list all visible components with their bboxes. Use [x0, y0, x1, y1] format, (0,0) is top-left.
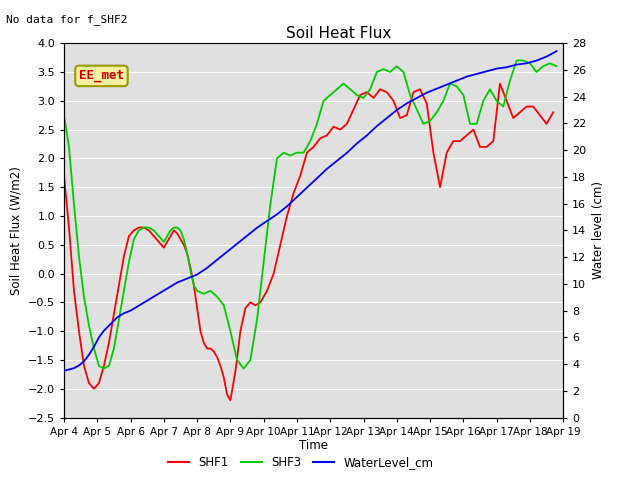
- WaterLevel_cm: [70, 365, 78, 371]
- SHF1: [543, 121, 550, 127]
- SHF3: [280, 150, 287, 156]
- WaterLevel_cm: [553, 48, 561, 54]
- SHF1: [115, 282, 123, 288]
- WaterLevel_cm: [147, 296, 154, 301]
- WaterLevel_cm: [393, 107, 401, 113]
- WaterLevel_cm: [60, 368, 68, 373]
- SHF1: [463, 132, 470, 138]
- SHF3: [135, 228, 143, 233]
- SHF1: [303, 150, 311, 156]
- Title: Soil Heat Flux: Soil Heat Flux: [286, 25, 391, 41]
- SHF1: [496, 81, 504, 86]
- SHF3: [100, 366, 108, 372]
- SHF3: [193, 288, 201, 294]
- Line: WaterLevel_cm: WaterLevel_cm: [64, 51, 557, 371]
- SHF3: [553, 63, 561, 69]
- WaterLevel_cm: [273, 212, 281, 217]
- WaterLevel_cm: [107, 321, 115, 327]
- Text: No data for f_SHF2: No data for f_SHF2: [6, 14, 128, 25]
- SHF1: [549, 109, 557, 115]
- Line: SHF1: SHF1: [64, 84, 553, 400]
- X-axis label: Time: Time: [299, 439, 328, 453]
- SHF3: [60, 112, 68, 118]
- SHF3: [180, 236, 188, 242]
- Text: EE_met: EE_met: [79, 70, 124, 83]
- SHF3: [532, 69, 540, 75]
- Y-axis label: Soil Heat Flux (W/m2): Soil Heat Flux (W/m2): [10, 166, 22, 295]
- Line: SHF3: SHF3: [64, 60, 557, 369]
- WaterLevel_cm: [90, 344, 98, 349]
- SHF3: [183, 251, 191, 256]
- Y-axis label: Water level (cm): Water level (cm): [592, 181, 605, 279]
- SHF1: [170, 228, 178, 233]
- SHF1: [60, 173, 68, 179]
- SHF3: [513, 58, 520, 63]
- SHF1: [163, 239, 171, 245]
- SHF1: [227, 397, 234, 403]
- Legend: SHF1, SHF3, WaterLevel_cm: SHF1, SHF3, WaterLevel_cm: [163, 452, 438, 474]
